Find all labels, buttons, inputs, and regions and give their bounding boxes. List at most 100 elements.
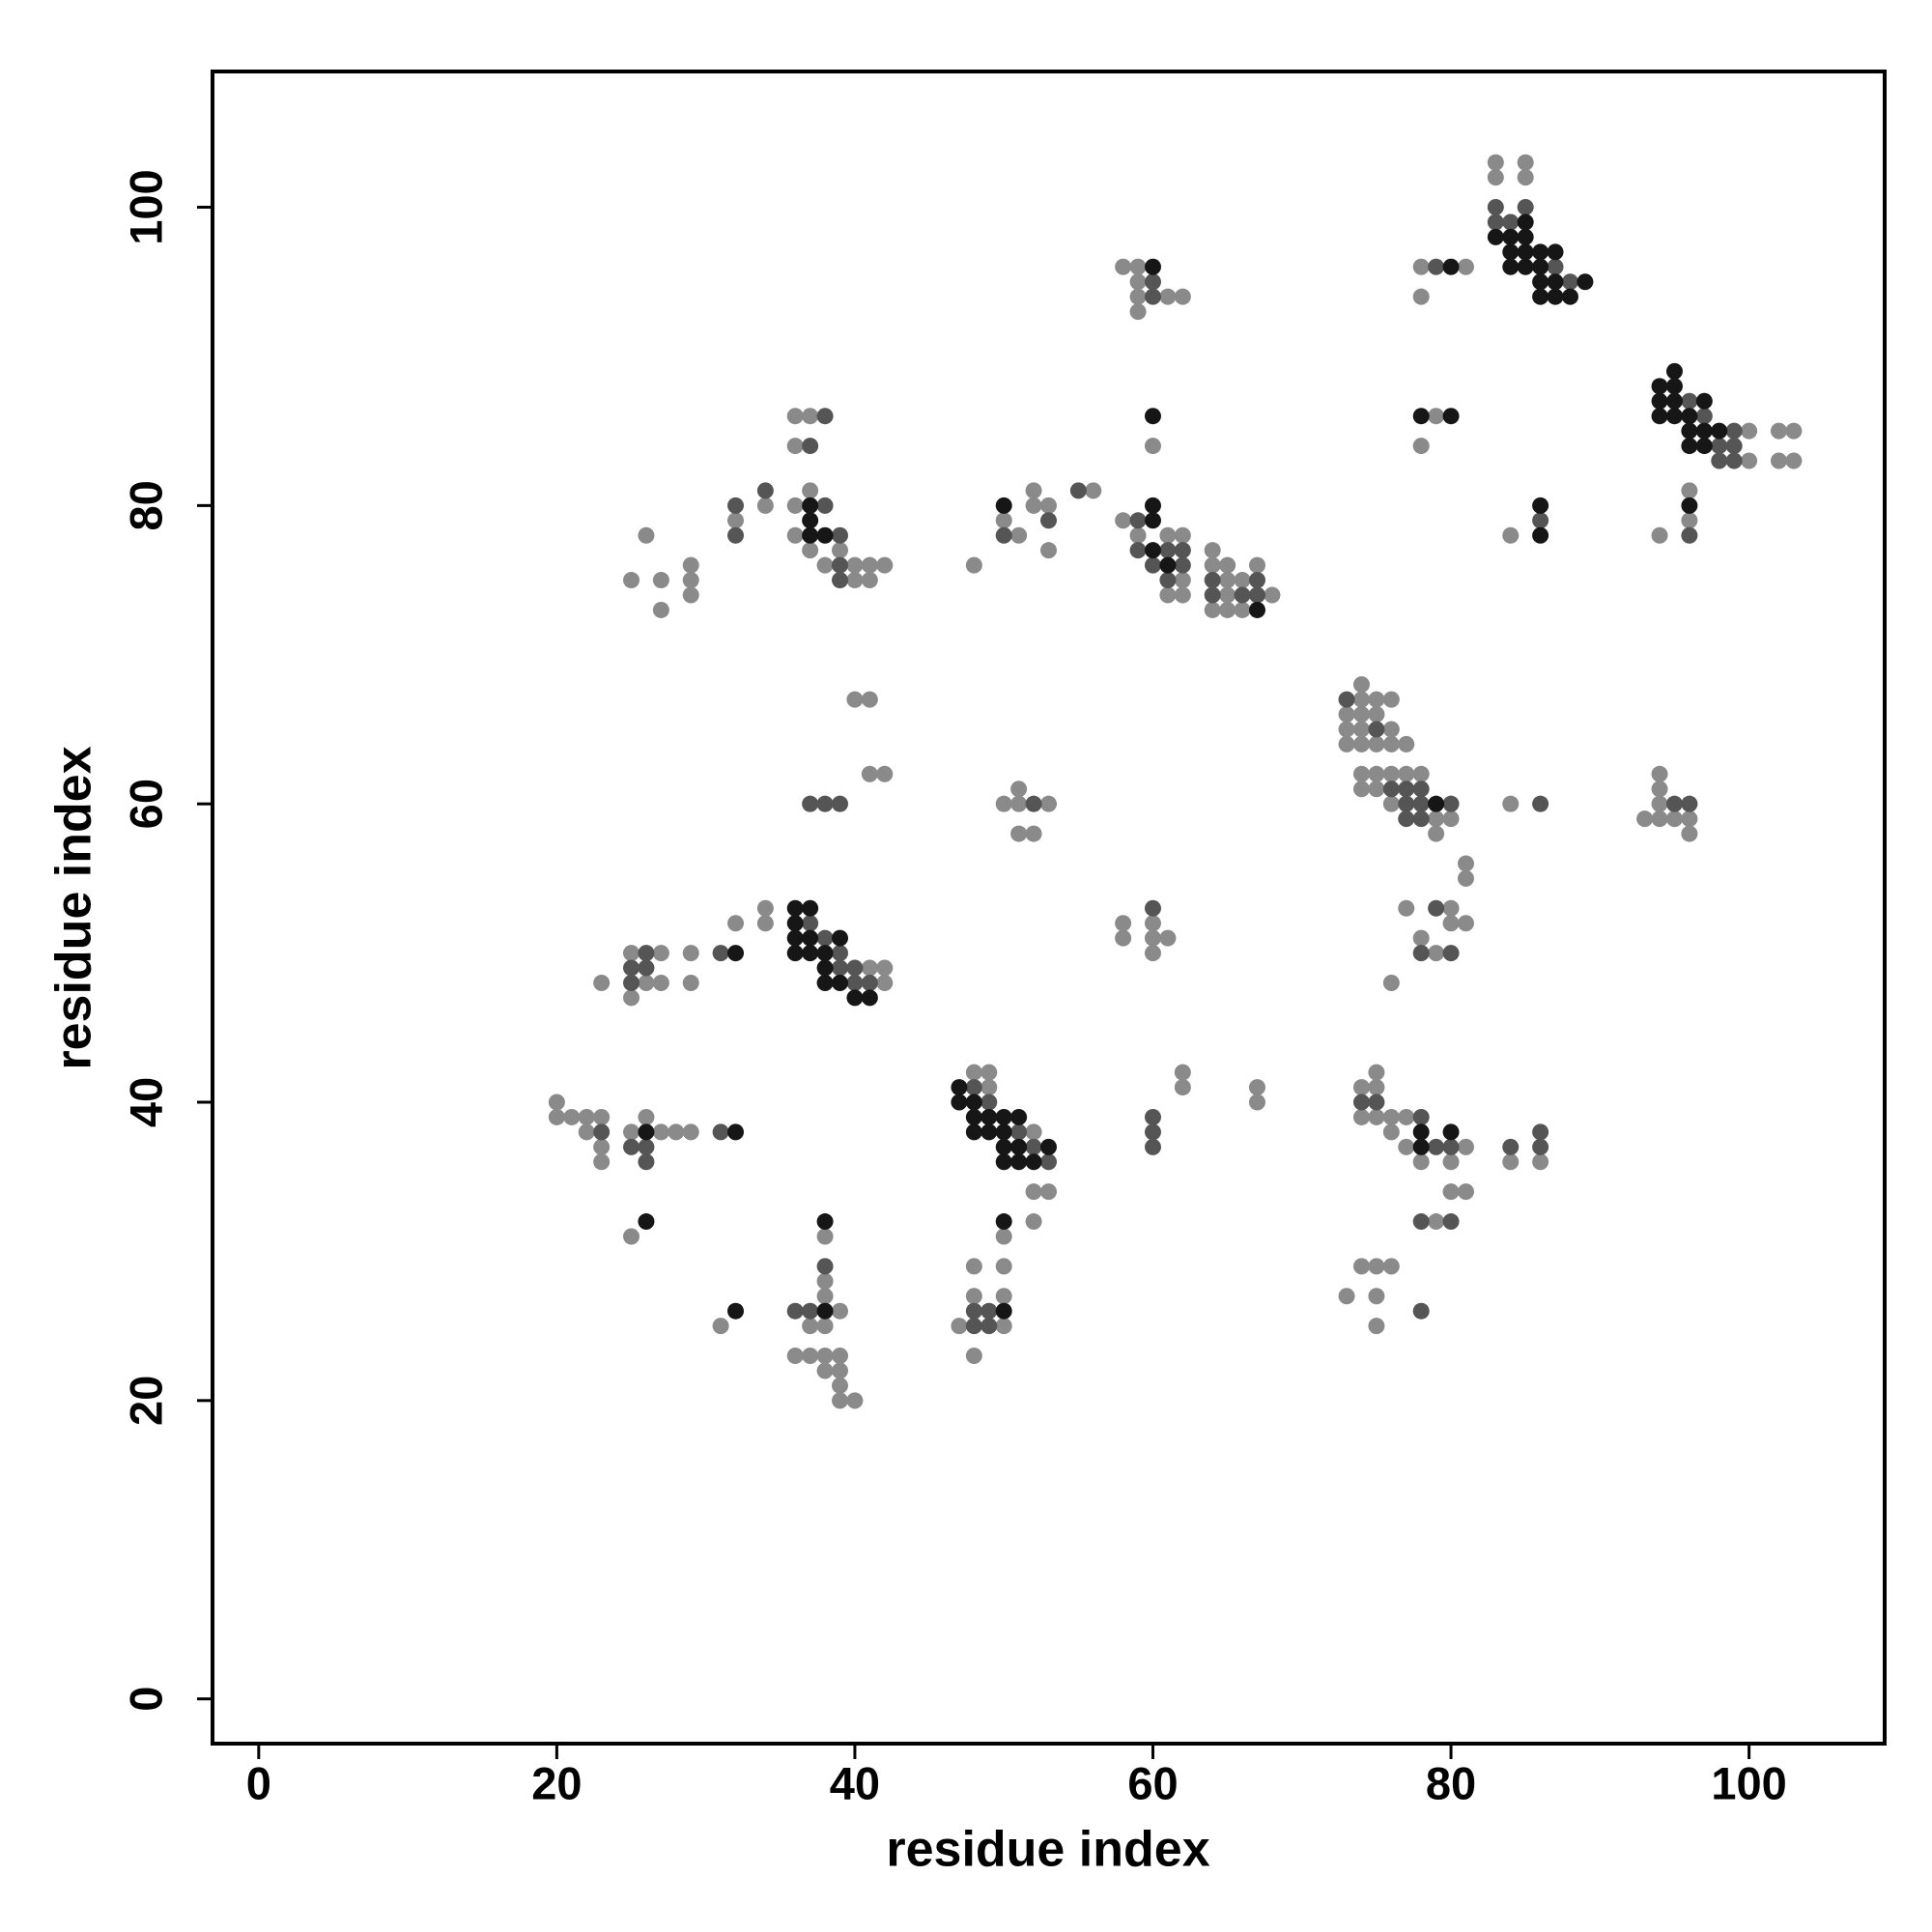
point xyxy=(1398,810,1415,828)
point xyxy=(1382,974,1400,991)
point xyxy=(861,556,878,574)
point xyxy=(638,1123,655,1141)
point xyxy=(578,1108,595,1125)
point xyxy=(1547,273,1564,291)
point xyxy=(1144,915,1161,932)
point xyxy=(1129,258,1147,275)
point xyxy=(1711,438,1728,455)
point xyxy=(1532,512,1549,529)
point xyxy=(1144,556,1161,574)
point xyxy=(1547,288,1564,305)
point xyxy=(846,691,864,708)
point xyxy=(1025,1123,1042,1141)
point xyxy=(802,899,819,917)
point xyxy=(1398,781,1415,798)
point xyxy=(1457,915,1474,932)
point xyxy=(1368,735,1385,753)
point xyxy=(712,1318,729,1335)
point xyxy=(1382,1258,1400,1275)
point xyxy=(1517,258,1534,275)
point xyxy=(1159,572,1177,589)
point xyxy=(1010,1138,1028,1155)
point xyxy=(995,1123,1012,1141)
point xyxy=(1517,243,1534,261)
point xyxy=(1532,258,1549,275)
point xyxy=(652,945,669,962)
point xyxy=(786,899,804,917)
point xyxy=(861,974,878,991)
point xyxy=(1234,572,1251,589)
point xyxy=(995,1318,1012,1335)
point xyxy=(593,1108,611,1125)
point xyxy=(1665,392,1683,410)
point xyxy=(1248,572,1265,589)
point xyxy=(816,1318,834,1335)
point xyxy=(1010,1108,1028,1125)
point xyxy=(1517,199,1534,216)
point xyxy=(623,1123,640,1141)
point xyxy=(802,512,819,529)
point xyxy=(1352,1079,1370,1096)
point xyxy=(1144,929,1161,947)
point xyxy=(861,765,878,782)
point xyxy=(1412,765,1430,782)
point xyxy=(802,408,819,425)
y-tick-label: 60 xyxy=(120,779,171,829)
point xyxy=(1412,408,1430,425)
point xyxy=(1174,526,1191,544)
point xyxy=(1010,1123,1028,1141)
point xyxy=(846,974,864,991)
point xyxy=(1174,1079,1191,1096)
point xyxy=(951,1094,968,1111)
point xyxy=(1532,526,1549,544)
x-axis-label: residue index xyxy=(886,1822,1209,1878)
point xyxy=(1681,795,1698,812)
point xyxy=(1502,1138,1520,1155)
point xyxy=(861,989,878,1007)
x-tick-label: 100 xyxy=(1711,1757,1786,1808)
point xyxy=(623,959,640,977)
point xyxy=(1398,795,1415,812)
point xyxy=(1159,586,1177,604)
point xyxy=(832,795,849,812)
point xyxy=(1382,781,1400,798)
point xyxy=(1695,392,1713,410)
point xyxy=(727,945,745,962)
point xyxy=(1502,228,1520,245)
point xyxy=(1115,512,1132,529)
point xyxy=(593,1123,611,1141)
point xyxy=(1264,586,1281,604)
point xyxy=(1725,422,1743,440)
point xyxy=(980,1094,998,1111)
point xyxy=(1234,586,1251,604)
point xyxy=(1352,691,1370,708)
point xyxy=(980,1064,998,1081)
point xyxy=(623,989,640,1007)
point xyxy=(1204,586,1221,604)
point xyxy=(816,497,834,514)
point xyxy=(1338,706,1355,724)
point xyxy=(1085,482,1102,499)
point xyxy=(1741,422,1758,440)
point xyxy=(1040,542,1057,559)
point xyxy=(1010,781,1028,798)
point xyxy=(1532,497,1549,514)
point xyxy=(876,974,894,991)
point xyxy=(1129,526,1147,544)
point xyxy=(1115,258,1132,275)
point xyxy=(1338,691,1355,708)
point xyxy=(1428,258,1445,275)
point xyxy=(832,959,849,977)
point xyxy=(1368,1079,1385,1096)
point xyxy=(593,1153,611,1171)
point xyxy=(786,1302,804,1320)
point xyxy=(638,1153,655,1171)
point xyxy=(1442,915,1460,932)
point xyxy=(1487,154,1504,171)
point xyxy=(1428,1138,1445,1155)
point xyxy=(1636,810,1654,828)
point xyxy=(832,974,849,991)
point xyxy=(1129,303,1147,321)
point xyxy=(980,1108,998,1125)
point xyxy=(1159,556,1177,574)
